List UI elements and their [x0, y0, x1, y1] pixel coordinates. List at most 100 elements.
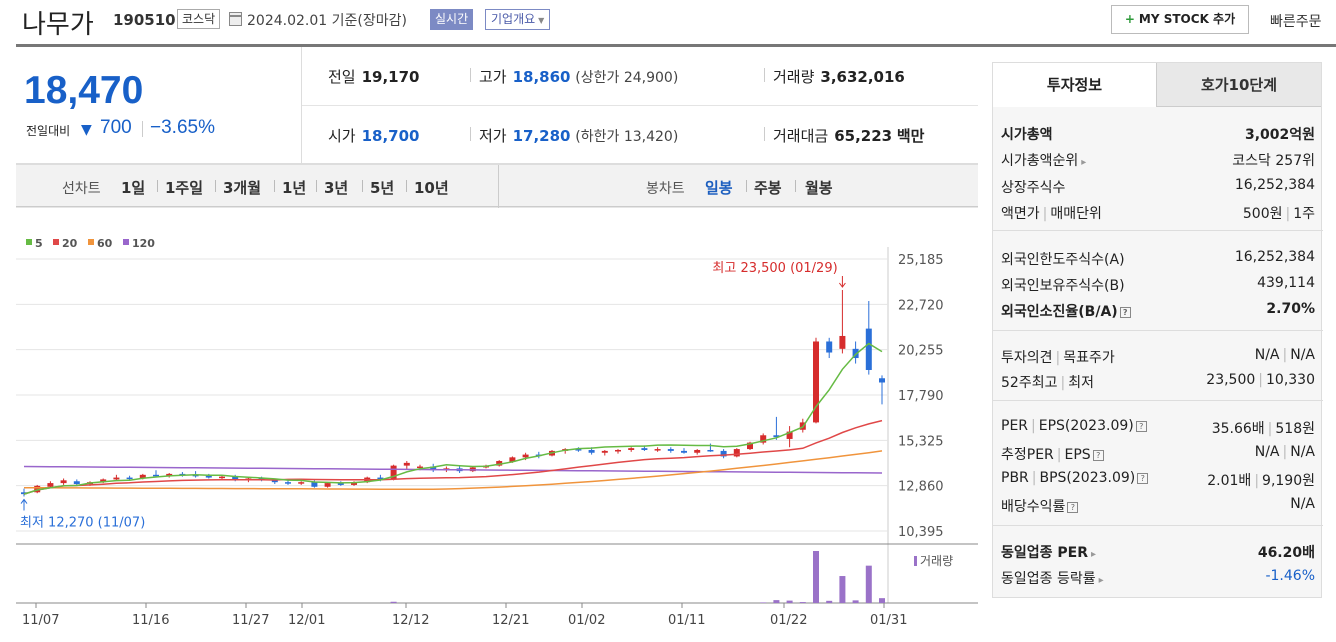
row-value-b: N/A	[1290, 444, 1315, 460]
tab-invest-info[interactable]: 투자정보	[993, 63, 1157, 107]
candle-body	[733, 449, 740, 457]
volume-bar	[813, 551, 819, 603]
candle-body	[21, 492, 27, 495]
row-label: PBR | BPS(2023.09)?	[1001, 470, 1149, 486]
y-tick-label: 17,790	[898, 389, 944, 404]
volume-bar	[760, 602, 767, 603]
row-label[interactable]: 동일업종 PER ▸	[1001, 542, 1096, 562]
row-value-b: N/A	[1290, 347, 1315, 363]
help-icon[interactable]: ?	[1137, 472, 1149, 484]
line-chart-label: 선차트	[62, 181, 101, 197]
toolbar-divider	[316, 180, 317, 192]
period-3m[interactable]: 3개월	[223, 179, 262, 197]
candle-monthly[interactable]: 월봉	[805, 179, 833, 197]
x-tick-label: 12/21	[492, 613, 529, 628]
candle-body	[760, 435, 767, 443]
row-label-a: 52주최고	[1001, 375, 1058, 391]
row-value-b: 518원	[1275, 421, 1315, 437]
row-pbr-bps: PBR | BPS(2023.09)? 2.01배 | 9,190원	[993, 468, 1323, 492]
realtime-button[interactable]: 실시간	[430, 9, 474, 30]
row-label-a: 추정PER	[1001, 447, 1054, 463]
legend-swatch	[123, 239, 129, 245]
candle-body	[588, 449, 595, 453]
toolbar-divider	[406, 180, 407, 192]
invest-info-panel: 투자정보 호가10단계 시가총액 3,002억원 시가총액순위 ▸ 코스닥 257위 …	[992, 62, 1323, 598]
period-10y[interactable]: 10년	[414, 179, 449, 197]
candle-daily[interactable]: 일봉	[705, 179, 733, 197]
annotation-low-arrowhead	[20, 498, 28, 504]
help-icon[interactable]: ?	[1067, 501, 1079, 513]
stat-value: 17,280	[512, 127, 571, 145]
chevron-down-icon: ▼	[538, 16, 545, 25]
help-icon[interactable]: ?	[1092, 449, 1104, 461]
legend-label: 60	[97, 237, 113, 250]
candle-body	[813, 341, 819, 423]
price-box: 18,470 전일대비 ▼ 700 −3.65%	[16, 47, 302, 164]
period-1d[interactable]: 1일	[121, 179, 146, 197]
toolbar-divider	[274, 180, 275, 192]
ma120-line	[23, 465, 883, 474]
help-icon[interactable]: ?	[1119, 306, 1131, 318]
stat-label: 전일	[328, 68, 356, 86]
stat-divider	[764, 68, 765, 82]
row-label: 52주최고 | 최저	[1001, 372, 1094, 392]
stock-name: 나무가	[22, 10, 94, 40]
row-label-b: 최저	[1068, 375, 1094, 391]
help-icon[interactable]: ?	[1135, 420, 1147, 432]
candle-body	[126, 477, 133, 480]
stat-high: 고가 18,860 (상한가 24,900)	[479, 66, 678, 87]
stat-value: 18,700	[361, 127, 420, 145]
add-mystock-button[interactable]: + MY STOCK 추가	[1111, 5, 1249, 34]
candle-body	[34, 485, 41, 493]
x-tick-label: 12/01	[288, 613, 325, 628]
candle-body	[337, 483, 344, 485]
candle-body	[826, 341, 833, 353]
row-value: 코스닥 257위	[1232, 153, 1315, 169]
row-label-b: BPS(2023.09)	[1039, 470, 1136, 486]
row-label: 외국인한도주식수(A)	[1001, 252, 1125, 268]
row-per-eps: PER | EPS(2023.09)? 35.66배 | 518원	[993, 416, 1323, 440]
period-5y[interactable]: 5년	[370, 179, 395, 197]
legend-label: 5	[35, 237, 43, 250]
y-tick-label: 15,325	[898, 434, 944, 449]
quick-order-link[interactable]: 빠른주문	[1270, 14, 1322, 30]
y-tick-label: 10,395	[898, 525, 944, 540]
stat-label: 저가	[479, 127, 507, 145]
row-value: N/A | N/A	[1255, 347, 1315, 363]
toolbar-divider	[362, 180, 363, 192]
label-divider: |	[1055, 350, 1061, 366]
period-1w[interactable]: 1주일	[165, 179, 204, 197]
row-value: N/A | N/A	[1255, 444, 1315, 460]
candle-weekly[interactable]: 주봉	[754, 179, 782, 197]
candle-body	[324, 483, 331, 487]
toolbar-section-divider	[498, 165, 499, 208]
row-foreign-hold: 외국인보유주식수(B) 439,114	[993, 273, 1323, 297]
row-value: 16,252,384	[1234, 249, 1315, 265]
row-par-value: 액면가 | 매매단위 500원 | 1주	[993, 201, 1323, 225]
row-shares: 상장주식수 16,252,384	[993, 175, 1323, 199]
row-value: 46.20배	[1257, 545, 1315, 561]
volume-bar	[773, 600, 780, 603]
period-1y[interactable]: 1년	[282, 179, 307, 197]
candle-body	[232, 476, 239, 481]
row-label[interactable]: 동일업종 등락률 ▸	[1001, 568, 1104, 588]
candle-body	[839, 335, 846, 349]
stock-code: 190510	[113, 11, 176, 29]
stat-prev-close: 전일 19,170	[328, 66, 420, 87]
row-value-a: N/A	[1254, 347, 1280, 363]
value-divider: |	[1267, 421, 1273, 437]
candle-body	[667, 449, 674, 451]
row-value: 2.70%	[1266, 301, 1315, 317]
tab-orderbook[interactable]: 호가10단계	[1157, 63, 1321, 107]
company-info-dropdown[interactable]: 기업개요 ▼	[485, 9, 551, 30]
period-3y[interactable]: 3년	[324, 179, 349, 197]
row-label: 액면가 | 매매단위	[1001, 203, 1102, 223]
volume-bar	[786, 600, 793, 603]
change-divider	[142, 121, 143, 137]
value-divider: |	[1254, 473, 1260, 489]
candle-body	[166, 473, 173, 476]
row-label[interactable]: 시가총액순위 ▸	[1001, 150, 1086, 170]
stat-open: 시가 18,700	[328, 125, 420, 146]
row-label-text: 동일업종 PER	[1001, 545, 1088, 561]
candle-body	[575, 449, 582, 451]
